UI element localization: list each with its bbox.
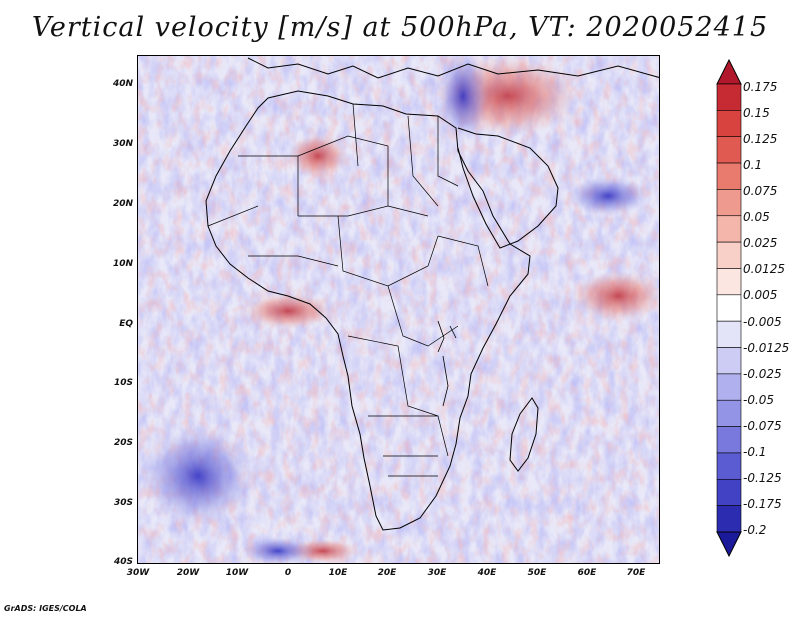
colorbar-label: 0.175	[743, 80, 778, 94]
x-tick-label: 30E	[427, 568, 447, 578]
upward-core-gulf-guinea	[243, 293, 333, 329]
colorbar-label: 0.075	[743, 184, 778, 198]
colorbar-bottom-arrow	[716, 531, 742, 558]
colorbar-label: 0.05	[743, 210, 770, 224]
colorbar-label: 0.0125	[743, 262, 785, 276]
colorbar-segment	[716, 241, 742, 269]
x-tick-label: 20E	[377, 568, 397, 578]
europe-coast	[247, 57, 659, 79]
y-tick-label: EQ	[119, 319, 133, 329]
y-tick-label: 30S	[113, 498, 133, 508]
map-svg	[138, 56, 659, 563]
colorbar-segment	[716, 268, 742, 296]
colorbar-segment	[716, 189, 742, 217]
colorbar-segment	[716, 294, 742, 322]
colorbar-segment	[716, 320, 742, 348]
colorbar-label: 0.025	[743, 236, 778, 250]
colorbar-label: 0.15	[743, 106, 770, 120]
y-tick-label: 10N	[112, 259, 133, 269]
colorbar-top-arrow	[716, 58, 742, 85]
arabia-coastline	[457, 127, 559, 249]
colorbar-label: -0.025	[743, 367, 782, 381]
y-tick-label: 20S	[113, 438, 133, 448]
colorbar-label: -0.125	[743, 471, 782, 485]
downward-core-southwest	[143, 426, 253, 526]
x-tick-label: 10W	[225, 568, 249, 578]
upward-core-sahara	[288, 134, 348, 178]
y-tick-label: 20N	[112, 199, 133, 209]
colorbar-segment	[716, 426, 742, 454]
downward-core-levant	[438, 56, 488, 141]
downward-core-south	[243, 537, 313, 563]
colorbar-segment	[716, 347, 742, 375]
x-tick-label: 60E	[577, 568, 597, 578]
y-tick-label: 40S	[113, 557, 133, 567]
colorbar-segment	[716, 399, 742, 427]
colorbar-segment	[716, 110, 742, 138]
colorbar-segment	[716, 478, 742, 506]
x-tick-label: 40E	[477, 568, 497, 578]
y-tick-label: 10S	[113, 378, 133, 388]
colorbar-segment	[716, 452, 742, 480]
colorbar-label: -0.175	[743, 497, 782, 511]
upward-core-indian-ocean	[573, 271, 659, 321]
colorbar-label: -0.1	[743, 445, 767, 459]
colorbar-segment	[716, 162, 742, 190]
colorbar	[716, 58, 742, 558]
colorbar-label: -0.075	[743, 419, 782, 433]
x-tick-label: 10E	[328, 568, 348, 578]
colorbar-segment	[716, 136, 742, 164]
colorbar-segment	[716, 215, 742, 243]
national-borders	[207, 103, 489, 477]
africa-coastline	[205, 90, 531, 531]
y-tick-label: 40N	[112, 79, 133, 89]
y-tick-label: 30N	[112, 139, 133, 149]
credit-text: GrADS: IGES/COLA	[4, 604, 87, 613]
x-tick-label: 30W	[126, 568, 150, 578]
colorbar-label: -0.0125	[743, 341, 790, 355]
x-tick-label: 70E	[626, 568, 646, 578]
colorbar-label: 0.125	[743, 132, 778, 146]
chart-title: Vertical velocity [m/s] at 500hPa, VT: 2…	[31, 12, 769, 43]
colorbar-segment	[716, 83, 742, 111]
great-lakes	[437, 320, 457, 407]
x-tick-label: 0	[284, 568, 292, 578]
colorbar-label: -0.2	[743, 523, 767, 537]
x-tick-label: 50E	[527, 568, 547, 578]
colorbar-label: 0.005	[743, 288, 778, 302]
colorbar-segment	[716, 373, 742, 401]
madagascar-coastline	[509, 397, 539, 472]
colorbar-label: -0.05	[743, 393, 775, 407]
colorbar-label: 0.1	[743, 158, 763, 172]
colorbar-segment	[716, 505, 742, 533]
downward-core-southeast	[568, 176, 648, 216]
x-tick-label: 20W	[176, 568, 200, 578]
colorbar-label: -0.005	[743, 315, 782, 329]
map-panel	[137, 55, 660, 564]
